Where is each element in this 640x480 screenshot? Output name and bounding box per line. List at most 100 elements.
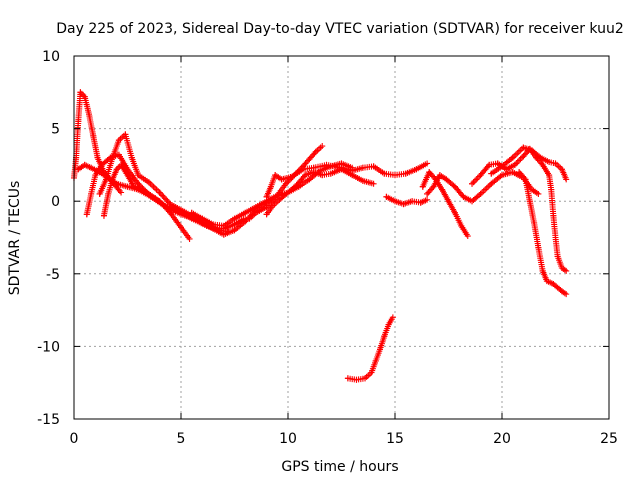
data-point — [113, 166, 120, 173]
data-point — [83, 211, 90, 218]
data-point — [109, 154, 116, 161]
data-point — [509, 169, 516, 176]
data-point — [122, 131, 129, 138]
data-point — [289, 173, 296, 180]
data-point — [145, 179, 152, 186]
data-point — [282, 180, 289, 187]
series-arc-12 — [419, 169, 471, 240]
data-point — [550, 212, 557, 219]
data-point — [417, 199, 424, 206]
data-point — [94, 154, 101, 161]
data-point — [563, 267, 570, 274]
data-point — [413, 166, 420, 173]
data-point — [535, 190, 542, 197]
data-point — [242, 209, 249, 216]
data-point — [458, 222, 465, 229]
data-point — [306, 176, 313, 183]
data-point — [426, 169, 433, 176]
data-point — [563, 176, 570, 183]
series-arc-16 — [516, 169, 570, 298]
data-point — [75, 166, 82, 173]
data-point — [165, 205, 172, 212]
data-point — [370, 163, 377, 170]
data-point — [451, 183, 458, 190]
series-arc-11 — [383, 193, 431, 208]
data-point — [445, 198, 452, 205]
y-tick-label: -15 — [37, 412, 60, 428]
data-point — [276, 189, 283, 196]
data-point — [424, 160, 431, 167]
data-point — [338, 164, 345, 171]
data-point — [103, 176, 110, 183]
data-point — [469, 180, 476, 187]
data-point — [98, 161, 105, 168]
data-point — [439, 186, 446, 193]
data-point — [494, 160, 501, 167]
data-point — [92, 172, 99, 179]
data-point — [389, 314, 396, 321]
data-point — [511, 161, 518, 168]
data-point — [100, 212, 107, 219]
data-point — [118, 161, 125, 168]
series-arc-1 — [71, 89, 125, 196]
data-point — [383, 193, 390, 200]
data-point — [276, 196, 283, 203]
data-point — [400, 201, 407, 208]
data-point — [167, 201, 174, 208]
data-point — [499, 163, 505, 170]
data-point — [537, 154, 544, 161]
y-tick-label: -5 — [46, 267, 60, 283]
data-point — [118, 189, 125, 196]
data-point — [128, 154, 135, 161]
data-point — [246, 215, 253, 222]
data-point — [285, 189, 291, 196]
data-point — [522, 176, 529, 183]
data-point — [558, 166, 565, 173]
data-point — [263, 204, 270, 211]
data-point — [516, 169, 523, 176]
data-point — [520, 153, 527, 160]
data-point — [178, 211, 184, 218]
data-point — [267, 183, 274, 190]
data-point — [539, 267, 546, 274]
data-point — [548, 186, 555, 193]
data-point — [115, 137, 122, 144]
data-point — [539, 161, 546, 168]
y-tick-label: -10 — [37, 339, 60, 355]
grid-lines — [74, 56, 609, 419]
x-tick-label: 10 — [279, 431, 297, 447]
data-point — [443, 176, 450, 183]
data-point — [105, 190, 112, 197]
data-point — [327, 170, 334, 177]
plot-frame — [73, 55, 610, 420]
data-point — [503, 166, 510, 173]
data-point — [488, 180, 495, 187]
y-axis-label: SDTVAR / TECUs — [7, 181, 23, 296]
data-point — [419, 183, 426, 190]
data-point — [88, 164, 95, 171]
data-point — [81, 93, 88, 100]
data-point — [306, 156, 313, 163]
data-point — [231, 215, 238, 222]
data-point — [552, 160, 559, 167]
data-point — [558, 264, 565, 271]
data-series — [71, 89, 570, 383]
data-point — [402, 170, 409, 177]
data-point — [477, 172, 484, 179]
data-point — [409, 198, 416, 205]
data-point — [242, 218, 249, 225]
data-point — [554, 253, 561, 260]
data-point — [156, 189, 163, 196]
data-point — [263, 211, 270, 218]
data-point — [451, 209, 458, 216]
data-point — [96, 190, 103, 197]
data-point — [392, 172, 398, 179]
data-point — [139, 186, 146, 193]
data-point — [526, 198, 533, 205]
data-point — [75, 118, 82, 125]
data-point — [231, 221, 238, 228]
data-point — [546, 158, 553, 165]
x-axis-label: GPS time / hours — [281, 459, 398, 475]
data-point — [199, 215, 206, 222]
data-point — [310, 164, 317, 171]
